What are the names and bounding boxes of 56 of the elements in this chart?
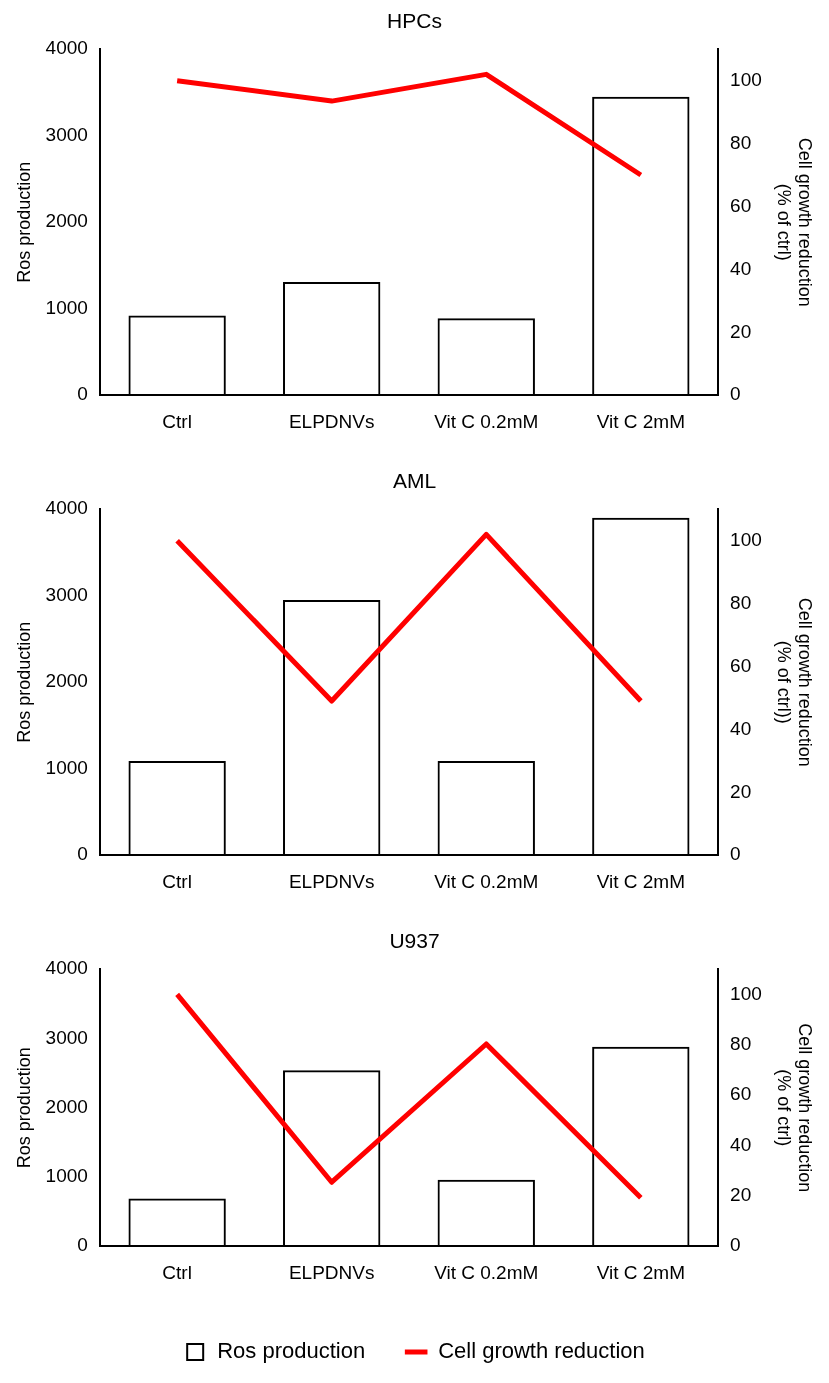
y2-tick-label: 100 <box>730 68 762 90</box>
y2-axis-title: Cell growth reduction (% of ctrl)) <box>773 597 816 767</box>
y2-tick-label: 20 <box>730 780 752 802</box>
x-tick-label: ELPDNVs <box>288 870 375 892</box>
y-tick-label: 3000 <box>45 583 88 605</box>
y2-tick-label: 20 <box>730 1184 752 1206</box>
y-axis-title: Ros production <box>13 1047 34 1169</box>
y2-tick-label: 40 <box>730 257 752 279</box>
y2-axis-title: Cell growth reduction (% of ctrl) <box>773 1023 816 1193</box>
y2-tick-label: 0 <box>730 1234 741 1256</box>
x-tick-label: Vit C 2mM <box>596 870 685 892</box>
y2-tick-label: 80 <box>730 591 752 613</box>
y2-tick-label: 60 <box>730 1083 752 1105</box>
y-tick-label: 2000 <box>45 210 88 232</box>
x-tick-label: Ctrl <box>162 1261 192 1283</box>
x-tick-label: Ctrl <box>162 870 192 892</box>
y2-tick-label: 60 <box>730 194 752 216</box>
y2-tick-label: 40 <box>730 1133 752 1155</box>
y2-tick-label: 0 <box>730 843 741 865</box>
legend-label: Ros production <box>217 1338 366 1364</box>
y-tick-label: 4000 <box>45 497 88 519</box>
y-axis-title: Ros production <box>13 161 34 283</box>
x-tick-label: ELPDNVs <box>288 410 375 432</box>
x-tick-label: Vit C 0.2mM <box>434 410 539 432</box>
x-tick-label: Vit C 0.2mM <box>434 870 539 892</box>
x-tick-label: Vit C 2mM <box>596 1261 685 1283</box>
x-tick-label: Ctrl <box>162 410 192 432</box>
x-tick-label: ELPDNVs <box>288 1261 375 1283</box>
x-tick-label: Vit C 0.2mM <box>434 1261 539 1283</box>
y2-tick-label: 20 <box>730 320 752 342</box>
y-tick-label: 4000 <box>45 37 88 59</box>
y-tick-label: 1000 <box>45 756 88 778</box>
y-tick-label: 3000 <box>45 123 88 145</box>
y-tick-label: 0 <box>77 383 88 405</box>
y-tick-label: 0 <box>77 843 88 865</box>
y2-tick-label: 100 <box>730 528 762 550</box>
chart-title: AML <box>392 469 437 493</box>
legend-label: Cell growth reduction <box>438 1338 645 1364</box>
y2-axis-title: Cell growth reduction (% of ctrl) <box>773 137 816 307</box>
y2-tick-label: 80 <box>730 1032 752 1054</box>
y-tick-label: 0 <box>77 1234 88 1256</box>
y2-tick-label: 100 <box>730 982 762 1004</box>
y-tick-label: 1000 <box>45 296 88 318</box>
y-tick-label: 2000 <box>45 670 88 692</box>
chart-title: U937 <box>389 929 440 953</box>
y2-tick-label: 60 <box>730 654 752 676</box>
y-axis-title: Ros production <box>13 621 34 743</box>
x-tick-label: Vit C 2mM <box>596 410 685 432</box>
y2-tick-label: 0 <box>730 383 741 405</box>
y-tick-label: 2000 <box>45 1095 88 1117</box>
chart-title: HPCs <box>387 9 442 33</box>
y2-tick-label: 40 <box>730 717 752 739</box>
y-tick-label: 4000 <box>45 957 88 979</box>
y-tick-label: 1000 <box>45 1165 88 1187</box>
y2-tick-label: 80 <box>730 131 752 153</box>
y-tick-label: 3000 <box>45 1026 88 1048</box>
